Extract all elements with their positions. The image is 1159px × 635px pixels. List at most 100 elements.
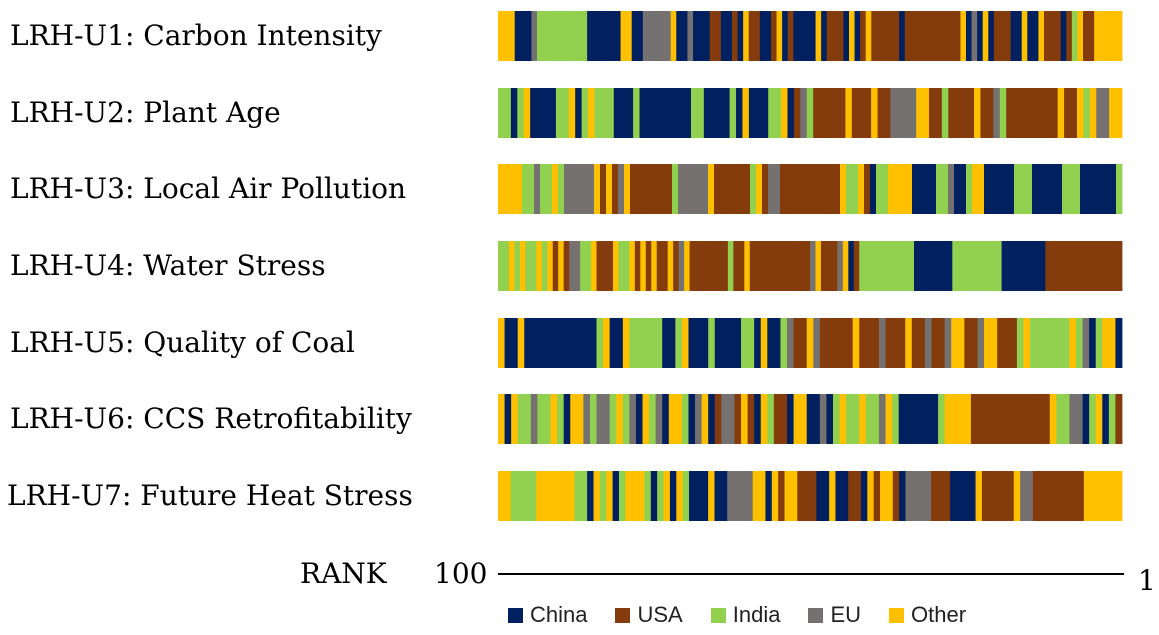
rank-segment-usa xyxy=(834,164,841,214)
rank-segment-india xyxy=(990,241,997,291)
rank-segment-eu xyxy=(739,471,747,521)
rank-segment-india xyxy=(968,241,975,291)
rank-segment-china xyxy=(793,11,800,61)
rank-segment-usa xyxy=(997,318,1005,368)
rank-segment-other xyxy=(536,241,543,291)
rank-segment-usa xyxy=(612,164,619,214)
rank-segment-other xyxy=(651,241,658,291)
rank-segment-usa xyxy=(1045,241,1052,291)
rank-segment-china xyxy=(1001,241,1008,291)
rank-segment-india xyxy=(1014,164,1021,214)
rank-segment-other xyxy=(759,471,766,521)
rank-segment-china xyxy=(813,394,821,444)
rank-segment-china xyxy=(924,164,931,214)
rank-segment-india xyxy=(741,318,748,368)
rank-segment-china xyxy=(626,88,634,138)
rank-segment-other xyxy=(675,394,683,444)
rank-segment-other xyxy=(990,318,998,368)
rank-segment-usa xyxy=(954,88,962,138)
rank-segment-china xyxy=(860,471,868,521)
rank-segment-other xyxy=(663,471,671,521)
rank-segment-eu xyxy=(810,241,816,291)
rank-segment-usa xyxy=(888,11,894,61)
rank-segment-usa xyxy=(778,471,785,521)
rank-segment-usa xyxy=(695,241,701,291)
rank-segment-china xyxy=(754,318,762,368)
row-label: LRH-U2: Plant Age xyxy=(10,96,281,129)
rank-segment-china xyxy=(669,471,677,521)
rank-segment-india xyxy=(672,164,679,214)
rank-segment-china xyxy=(504,318,512,368)
rank-segment-other xyxy=(676,471,684,521)
rank-segment-china xyxy=(990,164,997,214)
rank-segment-eu xyxy=(924,318,932,368)
rank-segment-usa xyxy=(1023,394,1031,444)
rank-segment-india xyxy=(1020,164,1027,214)
rank-segment-other xyxy=(1102,471,1110,521)
rank-segment-eu xyxy=(890,88,898,138)
rank-segment-other xyxy=(626,11,633,61)
rank-segment-other xyxy=(1049,394,1057,444)
rank-segment-china xyxy=(688,394,696,444)
rank-segment-other xyxy=(957,394,965,444)
rank-segment-other xyxy=(1013,471,1021,521)
rank-segment-other xyxy=(498,164,505,214)
rank-segment-india xyxy=(622,394,630,444)
rank-segment-usa xyxy=(714,394,722,444)
legend-swatch xyxy=(808,607,824,623)
rank-segment-other xyxy=(588,88,595,138)
rank-segment-china xyxy=(1060,11,1067,61)
rank-segment-china xyxy=(1002,164,1009,214)
rank-segment-usa xyxy=(1007,471,1015,521)
row-label: LRH-U1: Carbon Intensity xyxy=(10,19,382,52)
rank-segment-china xyxy=(898,394,906,444)
rank-segment-india xyxy=(682,471,690,521)
rank-segment-eu xyxy=(569,241,576,291)
rank-segment-usa xyxy=(1078,241,1085,291)
rank-segment-other xyxy=(616,394,624,444)
rank-segment-china xyxy=(631,11,638,61)
rank-segment-india xyxy=(897,241,904,291)
rank-segment-china xyxy=(816,471,824,521)
rank-segment-usa xyxy=(1045,471,1053,521)
legend-label: China xyxy=(530,602,588,627)
rank-segment-other xyxy=(517,318,525,368)
rank-segment-india xyxy=(708,318,716,368)
rank-segment-china xyxy=(870,164,877,214)
rank-segment-other xyxy=(972,164,979,214)
rank-segment-eu xyxy=(944,318,952,368)
rank-segment-india xyxy=(903,241,909,291)
rank-segment-china xyxy=(720,471,728,521)
rank-segment-india xyxy=(514,241,521,291)
rank-segment-usa xyxy=(636,164,643,214)
rank-segment-india xyxy=(548,11,555,61)
rank-segment-usa xyxy=(1088,11,1095,61)
rank-segment-eu xyxy=(948,164,955,214)
rank-segment-usa xyxy=(788,241,794,291)
rank-segment-china xyxy=(662,394,670,444)
rank-segment-india xyxy=(846,164,853,214)
rank-segment-usa xyxy=(1039,471,1046,521)
bar-rows xyxy=(498,11,1123,521)
rank-segment-other xyxy=(568,88,576,138)
rank-segment-usa xyxy=(883,88,891,138)
rank-segment-china xyxy=(695,318,703,368)
rank-segment-china xyxy=(525,11,532,61)
row-label: LRH-U5: Quality of Coal xyxy=(10,326,355,359)
rank-segment-india xyxy=(870,241,877,291)
rank-segment-india xyxy=(1116,164,1123,214)
rank-segment-eu xyxy=(648,11,655,61)
rank-segment-china xyxy=(598,11,605,61)
rank-segment-eu xyxy=(684,164,691,214)
rank-segment-india xyxy=(564,11,571,61)
rank-segment-china xyxy=(761,88,769,138)
rank-segment-china xyxy=(810,11,816,61)
rank-segment-other xyxy=(906,164,913,214)
rank-segment-other xyxy=(1115,471,1123,521)
rank-segment-other xyxy=(670,11,677,61)
rank-segment-china xyxy=(695,471,703,521)
rank-segment-other xyxy=(622,318,630,368)
rank-segment-eu xyxy=(659,11,666,61)
rank-segment-china xyxy=(714,318,722,368)
rank-segment-china xyxy=(1023,241,1030,291)
